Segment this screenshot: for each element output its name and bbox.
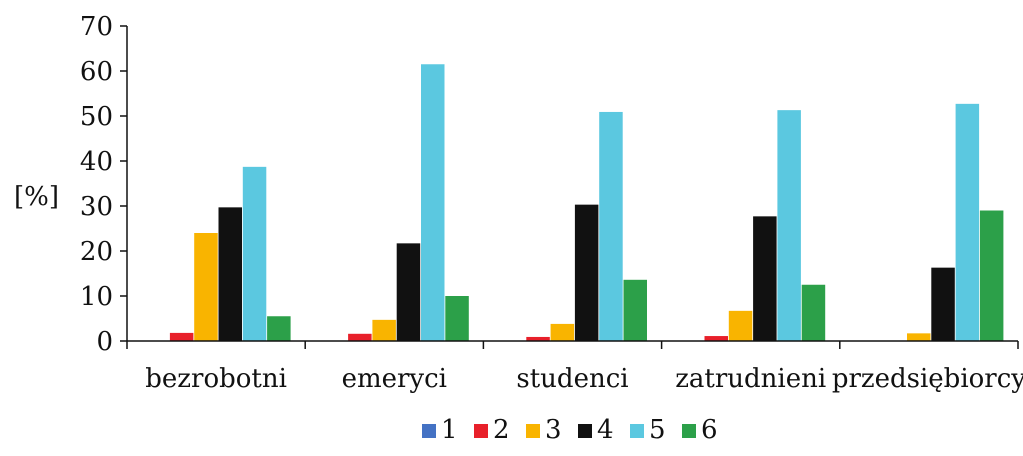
legend: 1 2 3 4 5 6 — [422, 415, 718, 445]
bar — [218, 207, 242, 341]
y-tick-label: 20 — [80, 237, 113, 267]
legend-swatch — [630, 424, 644, 438]
x-category-label: emeryci — [342, 364, 447, 394]
bar — [704, 336, 728, 341]
y-tick-label: 10 — [80, 282, 113, 312]
bar — [574, 204, 599, 341]
y-tick-label: 70 — [80, 12, 113, 42]
bar — [445, 296, 469, 341]
bar — [421, 64, 445, 341]
y-tick-label: 30 — [80, 192, 113, 222]
bar — [801, 284, 826, 341]
bar — [242, 166, 267, 341]
legend-label: 2 — [493, 415, 510, 445]
bar — [623, 279, 647, 341]
bar — [907, 333, 931, 341]
bars-group — [169, 64, 1004, 342]
bar — [753, 216, 777, 341]
y-tick-label: 40 — [80, 147, 113, 177]
y-axis-label: [%] — [14, 182, 59, 212]
bar — [550, 323, 575, 341]
bar — [955, 103, 980, 341]
bar — [267, 316, 291, 341]
bar — [526, 336, 550, 341]
bar — [348, 333, 372, 341]
y-axis: 0 10 20 30 40 50 60 70 — [80, 12, 128, 357]
legend-label: 4 — [597, 415, 614, 445]
legend-swatch — [578, 424, 592, 438]
bar — [931, 267, 955, 341]
y-tick-label: 50 — [80, 102, 113, 132]
x-category-label: zatrudnieni — [675, 364, 826, 394]
x-axis: bezrobotni emeryci studenci zatrudnieni prze… — [126, 340, 1023, 394]
bar — [194, 233, 218, 341]
x-category-label: bezrobotni — [145, 364, 287, 394]
bar — [777, 110, 801, 342]
legend-swatch — [526, 424, 540, 438]
legend-label: 1 — [441, 415, 458, 445]
legend-swatch — [682, 424, 696, 438]
legend-swatch — [474, 424, 488, 438]
bar — [728, 310, 753, 341]
legend-label: 6 — [701, 415, 718, 445]
bar — [169, 332, 194, 341]
y-tick-label: 60 — [80, 57, 113, 87]
legend-label: 5 — [649, 415, 666, 445]
legend-swatch — [422, 424, 436, 438]
bar — [599, 111, 623, 341]
x-category-label: przedsiębiorcy — [832, 364, 1023, 394]
legend-label: 3 — [545, 415, 562, 445]
x-category-label: studenci — [516, 364, 628, 394]
bar — [396, 243, 421, 341]
y-tick-label: 0 — [96, 327, 113, 357]
bar — [979, 210, 1004, 341]
bar — [372, 319, 396, 341]
